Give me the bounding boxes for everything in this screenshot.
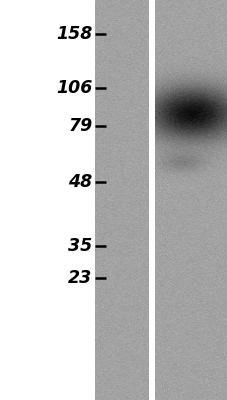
Text: 35: 35 [68,237,92,255]
Text: 48: 48 [68,173,92,191]
Text: 158: 158 [56,25,92,43]
Bar [148,0,153,400]
Text: 23: 23 [68,269,92,287]
Text: 106: 106 [56,79,92,97]
Text: 79: 79 [68,117,92,135]
